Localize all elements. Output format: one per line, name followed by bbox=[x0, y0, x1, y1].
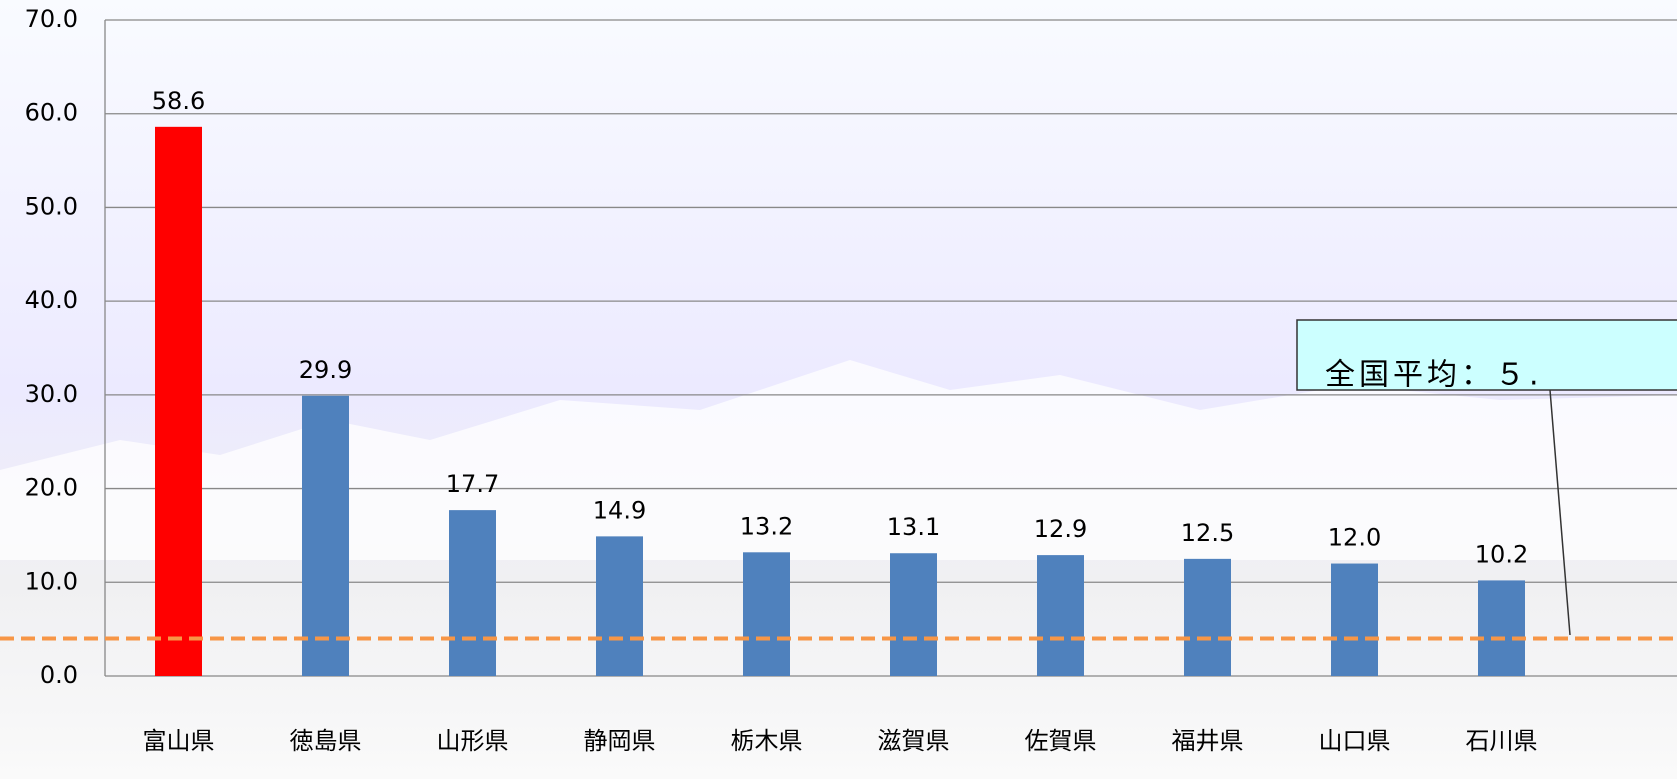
x-tick-label: 石川県 bbox=[1466, 727, 1538, 755]
x-tick-label: 富山県 bbox=[143, 727, 215, 755]
data-label: 58.6 bbox=[152, 87, 205, 115]
bar bbox=[302, 396, 349, 676]
y-tick-label: 10.0 bbox=[25, 567, 78, 595]
y-tick-label: 60.0 bbox=[25, 99, 78, 127]
bar bbox=[1478, 580, 1525, 676]
bar bbox=[1037, 555, 1084, 676]
x-tick-label: 滋賀県 bbox=[878, 727, 950, 755]
bar bbox=[449, 510, 496, 676]
annotation-text: 全国平均：５. bbox=[1325, 358, 1543, 393]
page: 0.0 10.0 20.0 30.0 40.0 50.0 60.0 70.0 富山県 58.6 徳島… bbox=[0, 0, 1677, 779]
data-label: 12.5 bbox=[1181, 519, 1234, 547]
data-label: 13.2 bbox=[740, 512, 793, 540]
x-tick-label: 佐賀県 bbox=[1025, 727, 1097, 755]
chart: 0.0 10.0 20.0 30.0 40.0 50.0 60.0 70.0 富山県 58.6 徳島… bbox=[0, 0, 1677, 779]
y-tick-label: 20.0 bbox=[25, 474, 78, 502]
data-label: 13.1 bbox=[887, 513, 940, 541]
data-label: 12.9 bbox=[1034, 515, 1087, 543]
x-tick-label: 徳島県 bbox=[290, 727, 362, 755]
data-label: 12.0 bbox=[1328, 524, 1381, 552]
x-tick-label: 山口県 bbox=[1319, 727, 1391, 755]
bar bbox=[596, 536, 643, 676]
y-tick-label: 40.0 bbox=[25, 286, 78, 314]
bar bbox=[743, 552, 790, 676]
bar bbox=[1184, 559, 1231, 676]
data-label: 17.7 bbox=[446, 470, 499, 498]
x-tick-label: 山形県 bbox=[437, 727, 509, 755]
data-label: 10.2 bbox=[1475, 540, 1528, 568]
x-tick-label: 栃木県 bbox=[731, 727, 803, 755]
bar bbox=[1331, 564, 1378, 676]
y-tick-label: 70.0 bbox=[25, 5, 78, 33]
y-tick-label: 30.0 bbox=[25, 380, 78, 408]
data-label: 14.9 bbox=[593, 496, 646, 524]
x-tick-label: 福井県 bbox=[1172, 727, 1244, 755]
y-tick-label: 0.0 bbox=[40, 661, 78, 689]
data-label: 29.9 bbox=[299, 356, 352, 384]
y-tick-label: 50.0 bbox=[25, 192, 78, 220]
bar bbox=[155, 127, 202, 676]
x-tick-label: 静岡県 bbox=[584, 727, 656, 755]
bar bbox=[890, 553, 937, 676]
